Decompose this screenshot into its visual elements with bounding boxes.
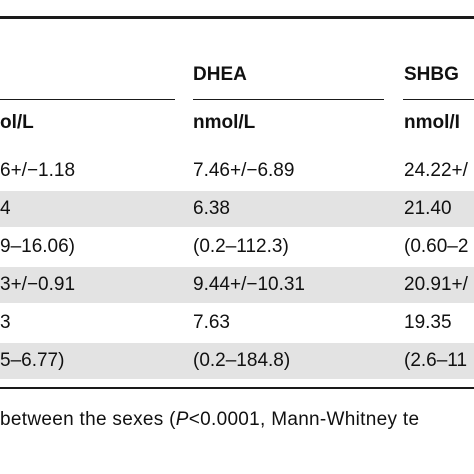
- table-cell: (2.6–11: [404, 350, 468, 371]
- footnote-text-end: <0.0001, Mann-Whitney te: [188, 409, 420, 430]
- table-top-rule: [0, 16, 474, 19]
- footnote-p-symbol: P: [175, 409, 189, 430]
- table-row: 5–6.77) (0.2–184.8) (2.6–11: [0, 343, 474, 379]
- header-rule-col1: [0, 99, 175, 100]
- column-header-shbg: SHBG: [404, 64, 459, 85]
- table-cell: (0.2–112.3): [193, 236, 289, 257]
- table-cell: 4: [0, 198, 11, 219]
- table-cell: 6+/−1.18: [0, 160, 76, 181]
- table-cell: 6.38: [193, 198, 230, 219]
- table-cell: 7.46+/−6.89: [193, 160, 295, 181]
- table-cell: 24.22+/: [404, 160, 468, 181]
- unit-header-shbg: nmol/I: [404, 112, 460, 133]
- table-bottom-rule: [0, 387, 474, 389]
- table-cell: 7.63: [193, 312, 230, 333]
- table-row: 6+/−1.18 7.46+/−6.89 24.22+/: [0, 153, 474, 189]
- table-cell: 20.91+/: [404, 274, 468, 295]
- table-cell: 21.40: [404, 198, 452, 219]
- table-cell: 9–16.06): [0, 236, 76, 257]
- table-cell: 5–6.77): [0, 350, 65, 371]
- table-row: 9–16.06) (0.2–112.3) (0.60–2: [0, 229, 474, 265]
- unit-header-col1: ol/L: [0, 112, 34, 133]
- column-header-dhea: DHEA: [193, 64, 247, 85]
- header-rule-shbg: [403, 99, 474, 100]
- table-cell: (0.2–184.8): [193, 350, 291, 371]
- table-row: 3 7.63 19.35: [0, 305, 474, 341]
- table-row: 3+/−0.91 9.44+/−10.31 20.91+/: [0, 267, 474, 303]
- table-cell: 3+/−0.91: [0, 274, 76, 295]
- footnote-text-start: between the sexes (: [0, 409, 176, 430]
- table-cell: 19.35: [404, 312, 452, 333]
- table-footnote: between the sexes (P<0.0001, Mann-Whitne…: [0, 409, 419, 431]
- table-cell: 3: [0, 312, 11, 333]
- header-rule-dhea: [193, 99, 384, 100]
- table-cell: 9.44+/−10.31: [193, 274, 305, 295]
- unit-header-dhea: nmol/L: [193, 112, 256, 133]
- table-cell: (0.60–2: [404, 236, 469, 257]
- table-row: 4 6.38 21.40: [0, 191, 474, 227]
